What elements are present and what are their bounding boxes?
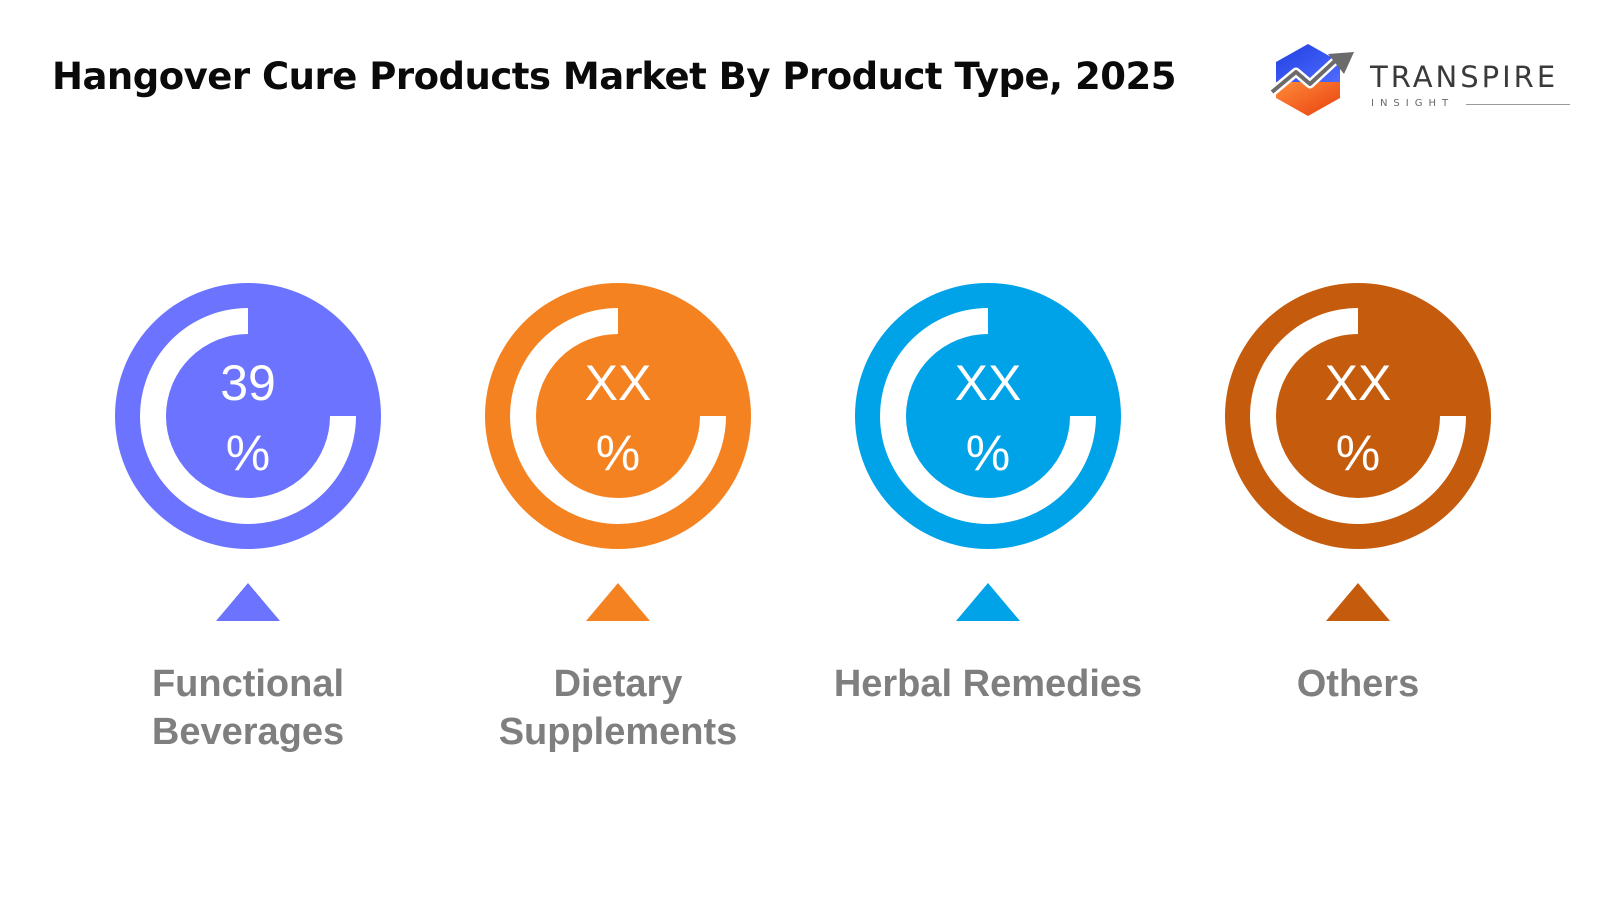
logo-wordmark: TRANSPIRE [1370, 60, 1559, 94]
logo-divider [1466, 104, 1570, 105]
category-label-line: Supplements [498, 711, 738, 753]
logo-subtitle: INSIGHT [1371, 98, 1455, 109]
category-label-others: Others [1188, 660, 1528, 708]
pointer-others [1326, 583, 1390, 621]
category-label-line: Herbal Remedies [833, 663, 1143, 705]
transpire-logo: TRANSPIRE INSIGHT [1270, 42, 1570, 122]
pointer-dietary-supplements [586, 583, 650, 621]
segment-others: XX% [1225, 283, 1491, 621]
segment-dietary-supplements: XX% [485, 283, 751, 621]
transpire-logo-icon [1270, 44, 1354, 116]
page-title: Hangover Cure Products Market By Product… [52, 55, 1176, 98]
ring-functional-beverages [140, 308, 356, 524]
segment-functional-beverages: 39% [115, 283, 381, 621]
category-label-line: Others [1296, 663, 1420, 705]
value-label-herbal-remedies: XX [955, 355, 1022, 411]
ring-herbal-remedies [880, 308, 1096, 524]
segment-herbal-remedies: XX% [855, 283, 1121, 621]
pointer-herbal-remedies [956, 583, 1020, 621]
unit-label-functional-beverages: % [226, 425, 270, 481]
category-label-line: Functional [151, 663, 345, 705]
category-label-functional-beverages: Functional Beverages [78, 660, 418, 756]
unit-label-herbal-remedies: % [966, 425, 1010, 481]
ring-dietary-supplements [510, 308, 726, 524]
category-label-line: Dietary [553, 663, 683, 705]
category-label-line: Beverages [151, 711, 345, 753]
value-label-dietary-supplements: XX [585, 355, 652, 411]
value-label-functional-beverages: 39 [220, 355, 276, 411]
value-label-others: XX [1325, 355, 1392, 411]
pointer-functional-beverages [216, 583, 280, 621]
unit-label-dietary-supplements: % [596, 425, 640, 481]
ring-others [1250, 308, 1466, 524]
category-label-herbal-remedies: Herbal Remedies [818, 660, 1158, 708]
category-label-dietary-supplements: Dietary Supplements [448, 660, 788, 756]
unit-label-others: % [1336, 425, 1380, 481]
